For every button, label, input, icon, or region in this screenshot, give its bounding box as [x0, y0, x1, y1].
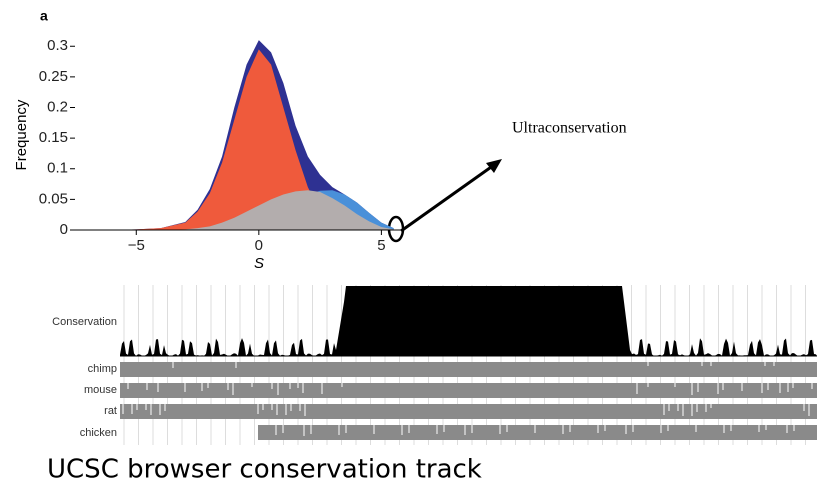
y-tick-label: 0.05 — [39, 190, 68, 207]
track-label: chicken — [80, 427, 117, 439]
y-tick-label: 0.1 — [47, 160, 68, 177]
alignment-row — [120, 404, 817, 419]
alignment-row — [258, 425, 817, 440]
x-tick-label: 5 — [377, 237, 385, 254]
arrow-head — [486, 159, 502, 173]
arrow-shaft — [401, 165, 494, 231]
track-label: Conservation — [52, 316, 117, 328]
figure: a Frequency S Ultraconservation 0 0.05 0.1… — [0, 0, 817, 491]
alignment-row — [120, 362, 817, 377]
y-tick-label: 0.3 — [47, 37, 68, 54]
y-tick-label: 0.2 — [47, 98, 68, 115]
y-tick-label: 0.15 — [39, 129, 68, 146]
track-label: mouse — [84, 384, 117, 396]
track-label: chimp — [88, 363, 117, 375]
annotation: Ultraconservation — [512, 120, 627, 137]
y-tick-label: 0 — [60, 221, 68, 238]
x-axis-label: S — [254, 255, 264, 272]
alignment-row — [120, 383, 817, 398]
browser-track: Conservation chimp mouse rat chicken — [52, 285, 817, 445]
panel-label: a — [40, 8, 48, 24]
y-axis-label: Frequency — [13, 99, 30, 170]
page: a Frequency S Ultraconservation 0 0.05 0.1… — [0, 0, 817, 491]
conservation-profile — [120, 286, 817, 356]
x-tick-label: −5 — [128, 237, 145, 254]
track-label: rat — [104, 405, 117, 417]
y-tick-label: 0.25 — [39, 68, 68, 85]
caption: UCSC browser conservation track — [47, 455, 482, 485]
x-tick-label: 0 — [255, 237, 263, 254]
